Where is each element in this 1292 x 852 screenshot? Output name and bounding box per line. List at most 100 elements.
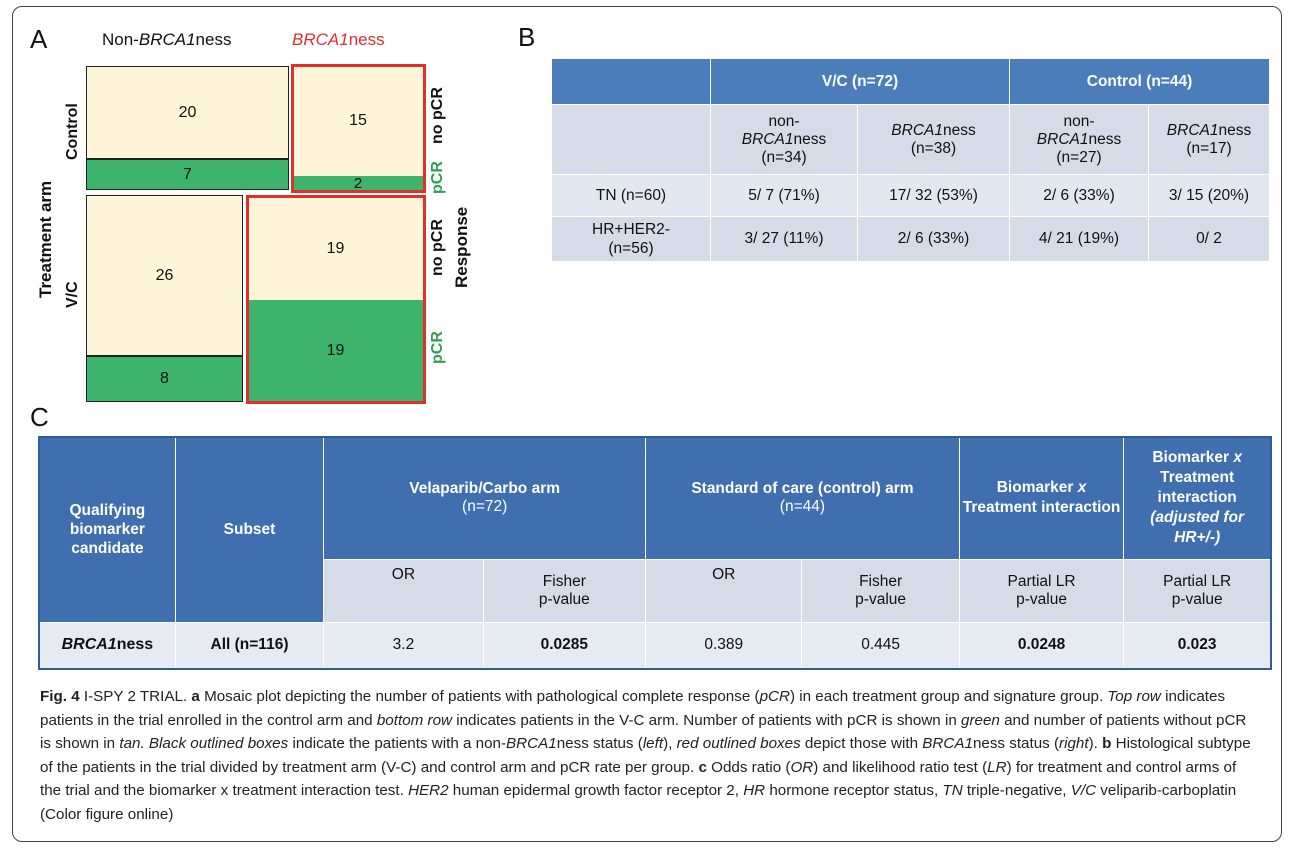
caption-body: I-SPY 2 TRIAL. a Mosaic plot depicting t… bbox=[40, 688, 1251, 823]
table-b-group-vc: V/C (n=72) bbox=[710, 58, 1010, 105]
sub-header: OR bbox=[323, 558, 484, 623]
mosaic-value: 20 bbox=[178, 103, 197, 121]
table-row: TN (n=60) 5/ 7 (71%) 17/ 32 (53%) 2/ 6 (… bbox=[551, 174, 1270, 217]
mosaic-cell-vc-non-pcr: 8 bbox=[86, 356, 243, 402]
mosaic-cell-vc-brca-pcr: 19 bbox=[248, 300, 423, 401]
table-cell: 5/ 7 (71%) bbox=[710, 174, 858, 217]
panel-label-c: C bbox=[30, 402, 49, 432]
brca1ness-outline-vc bbox=[246, 195, 426, 404]
mosaic-value: 19 bbox=[326, 341, 345, 359]
caption-run: human epidermal growth factor receptor 2… bbox=[448, 782, 744, 799]
sub-header: Fisher p-value bbox=[482, 558, 647, 623]
caption-run: indicates patients in the trial enrolled… bbox=[40, 688, 1226, 729]
caption-run: BRCA1 bbox=[922, 735, 973, 752]
caption-run: right bbox=[1059, 735, 1089, 752]
table-row: HR+HER2- (n=56) 3/ 27 (11%) 2/ 6 (33%) 4… bbox=[551, 216, 1270, 262]
mosaic-cell-vc-brca-nopcr: 19 bbox=[248, 197, 423, 300]
subset-cell: All (n=116) bbox=[174, 621, 325, 670]
table-b: V/C (n=72) Control (n=44) non- BRCA1ness(… bbox=[551, 58, 1270, 262]
caption-run: HER2 bbox=[408, 782, 449, 799]
table-cell: 3/ 15 (20%) bbox=[1148, 174, 1270, 217]
caption-run: depict those with bbox=[800, 735, 923, 752]
resp-label-pcr-control: pCR bbox=[429, 161, 446, 194]
caption-run: I-SPY 2 TRIAL. bbox=[79, 688, 192, 705]
caption-run: pCR bbox=[759, 688, 790, 705]
caption-run: green bbox=[961, 711, 1000, 729]
mosaic-cell-control-non-nopcr: 20 bbox=[86, 66, 289, 159]
caption-run: c bbox=[698, 758, 707, 776]
table-b-sub-header: non- BRCA1ness (n=34) bbox=[710, 104, 858, 175]
caption-run: and number of patients without pCR is sh… bbox=[40, 711, 1247, 753]
caption-run: HR bbox=[743, 782, 766, 799]
row-label-vc: V/C bbox=[64, 281, 81, 308]
header-interaction: Biomarker x Treatment interaction bbox=[958, 436, 1125, 560]
candidate-cell: BRCA1ness bbox=[38, 621, 176, 670]
caption-run: LR bbox=[987, 758, 1007, 776]
panel-label-a: A bbox=[30, 24, 48, 54]
header-candidate: Qualifying biomarker candidate bbox=[38, 436, 176, 623]
table-b-sub-header: BRCA1ness (n=38) bbox=[857, 104, 1010, 175]
mosaic-value: 7 bbox=[183, 165, 192, 183]
table-b-sub-header: non- BRCA1ness (n=27) bbox=[1009, 104, 1149, 175]
table-cell: 0.0248 bbox=[958, 621, 1125, 670]
table-cell: 3/ 27 (11%) bbox=[710, 216, 858, 262]
caption-run: ness status ( bbox=[556, 735, 643, 752]
sub-header: Fisher p-value bbox=[801, 558, 960, 623]
axis-label-response: Response bbox=[452, 206, 471, 288]
caption-run: OR bbox=[790, 758, 814, 776]
table-row: BRCA1ness All (n=116) 3.2 0.0285 0.389 0… bbox=[38, 621, 1272, 670]
table-cell: 3.2 bbox=[323, 621, 484, 670]
table-cell: 0/ 2 bbox=[1148, 216, 1270, 262]
figure-caption: Fig. 4 I-SPY 2 TRIAL. a Mosaic plot depi… bbox=[40, 685, 1260, 826]
caption-run: ness status ( bbox=[972, 735, 1060, 752]
figure-frame bbox=[12, 6, 1282, 842]
resp-label-nopcr-vc: no pCR bbox=[429, 219, 446, 276]
panel-label-b: B bbox=[518, 22, 536, 52]
mosaic-value: 8 bbox=[160, 370, 169, 387]
mosaic-cell-control-brca-nopcr: 15 bbox=[293, 66, 423, 176]
brca1ness-outline-control bbox=[291, 64, 426, 193]
caption-run: TN bbox=[942, 782, 963, 799]
header-subset: Subset bbox=[174, 436, 325, 623]
mosaic-cell-control-brca-pcr: 2 bbox=[293, 175, 423, 192]
mosaic-value: 19 bbox=[326, 239, 345, 257]
caption-run: ). bbox=[1088, 735, 1103, 752]
sub-header: Partial LR p-value bbox=[1123, 558, 1272, 623]
caption-run: ) for treatment and control arms of the … bbox=[40, 758, 1237, 800]
caption-run: triple-negative, bbox=[962, 782, 1071, 799]
caption-run: red outlined boxes bbox=[676, 735, 801, 752]
mosaic-value: 26 bbox=[155, 266, 174, 284]
caption-run: a bbox=[191, 688, 200, 705]
col-header-non-brca1ness: Non-BRCA1ness bbox=[102, 30, 232, 49]
table-cell: 17/ 32 (53%) bbox=[857, 174, 1010, 217]
caption-run: V/C bbox=[1070, 782, 1097, 799]
row-label: TN (n=60) bbox=[551, 174, 711, 217]
mosaic-cell-control-non-pcr: 7 bbox=[86, 159, 289, 190]
caption-run: Histological subtype of the patients in … bbox=[40, 735, 1251, 776]
table-cell: 0.389 bbox=[645, 621, 803, 670]
header-soc-arm: Standard of care (control) arm (n=44) bbox=[645, 436, 960, 560]
axis-label-treatment-arm: Treatment arm bbox=[36, 180, 55, 298]
resp-label-nopcr-control: no pCR bbox=[429, 87, 446, 144]
table-b-sub-blank bbox=[551, 104, 711, 175]
col-header-brca1ness: BRCA1ness bbox=[292, 30, 385, 49]
caption-run: b bbox=[1102, 735, 1112, 752]
row-label-control: Control bbox=[64, 103, 81, 160]
table-b-sub-header: BRCA1ness (n=17) bbox=[1148, 104, 1270, 175]
figure-number: Fig. 4 bbox=[40, 688, 80, 705]
caption-run: Top row bbox=[1107, 688, 1161, 705]
resp-label-pcr-vc: pCR bbox=[429, 331, 446, 364]
caption-run: hormone receptor status, bbox=[765, 782, 943, 799]
caption-run: bottom row bbox=[376, 711, 452, 729]
caption-run: indicates patients in the V-C arm. Numbe… bbox=[451, 711, 961, 729]
table-cell: 0.445 bbox=[801, 621, 960, 670]
caption-run: tan. Black outlined boxes bbox=[119, 735, 289, 752]
mosaic-value: 15 bbox=[349, 112, 367, 129]
caption-run: ) in each treatment group and signature … bbox=[789, 688, 1108, 705]
mosaic-value: 2 bbox=[353, 175, 363, 192]
sub-header: OR bbox=[645, 558, 803, 623]
table-cell: 2/ 6 (33%) bbox=[1009, 174, 1149, 217]
table-cell: 4/ 21 (19%) bbox=[1009, 216, 1149, 262]
header-vc-arm: Velaparib/Carbo arm (n=72) bbox=[323, 436, 647, 560]
table-b-corner bbox=[551, 58, 711, 105]
